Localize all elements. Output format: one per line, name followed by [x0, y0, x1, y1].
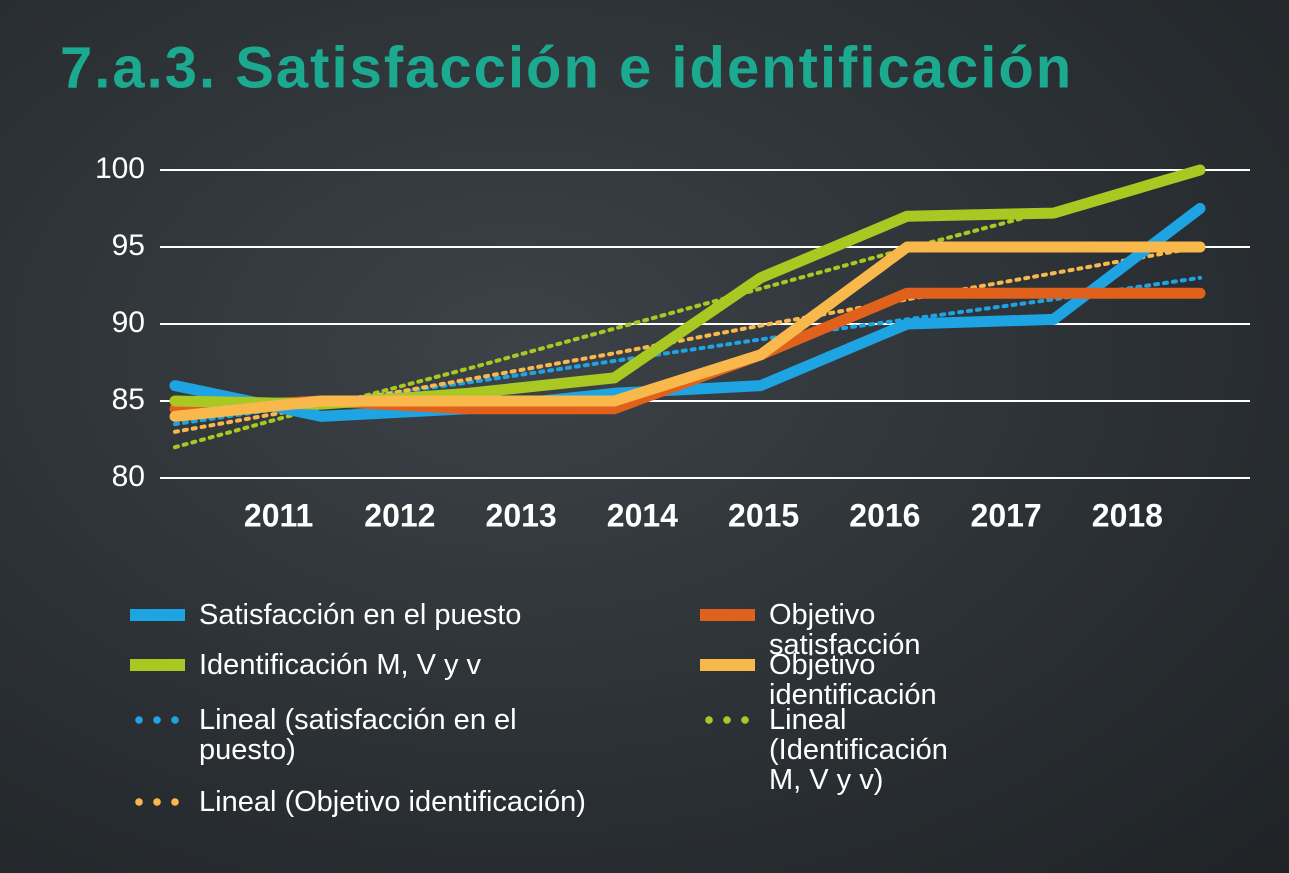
chart-title: 7.a.3. Satisfacción e identificación — [60, 35, 1073, 100]
y-tick-label: 90 — [112, 306, 145, 339]
y-tick-label: 80 — [112, 460, 145, 493]
legend-label: Identificación M, V y v — [199, 649, 482, 681]
legend-swatch — [130, 705, 185, 735]
legend-item: Satisfacción en el puesto — [130, 600, 610, 630]
y-tick-label: 85 — [112, 383, 145, 416]
y-tick-label: 95 — [112, 229, 145, 262]
legend-item: Objetivo identificación — [700, 650, 937, 710]
series-line — [169, 203, 1206, 422]
x-tick-label: 2011 — [244, 497, 313, 533]
legend-swatch — [130, 787, 185, 817]
legend-item: Lineal (Identificación M, V y v) — [700, 705, 948, 795]
x-tick-label: 2015 — [728, 497, 799, 533]
y-tick-label: 100 — [95, 152, 145, 185]
x-tick-label: 2012 — [364, 497, 435, 533]
x-tick-label: 2018 — [1092, 497, 1163, 533]
x-tick-label: 2014 — [607, 497, 678, 533]
legend-swatch — [700, 705, 755, 735]
legend-label: Satisfacción en el puesto — [199, 599, 522, 631]
legend-swatch — [130, 650, 185, 680]
x-tick-label: 2017 — [971, 497, 1042, 533]
legend-item: Lineal (Objetivo identificación) — [130, 787, 610, 817]
legend-swatch — [130, 600, 185, 630]
x-tick-label: 2013 — [486, 497, 557, 533]
legend-swatch — [700, 650, 755, 680]
legend-label: Lineal (Identificación M, V y v) — [769, 704, 948, 796]
legend-label: Objetivo satisfacción — [769, 599, 921, 661]
legend-item: Lineal (satisfacción en el puesto) — [130, 705, 610, 765]
series-line — [169, 241, 1206, 422]
legend-label: Lineal (Objetivo identificación) — [199, 786, 586, 818]
legend-label: Objetivo identificación — [769, 649, 937, 711]
legend-item: Objetivo satisfacción — [700, 600, 921, 660]
legend-label: Lineal (satisfacción en el puesto) — [199, 704, 517, 766]
legend-swatch — [700, 600, 755, 630]
x-tick-label: 2016 — [849, 497, 920, 533]
legend-item: Identificación M, V y v — [130, 650, 610, 680]
series-line — [169, 164, 1206, 410]
